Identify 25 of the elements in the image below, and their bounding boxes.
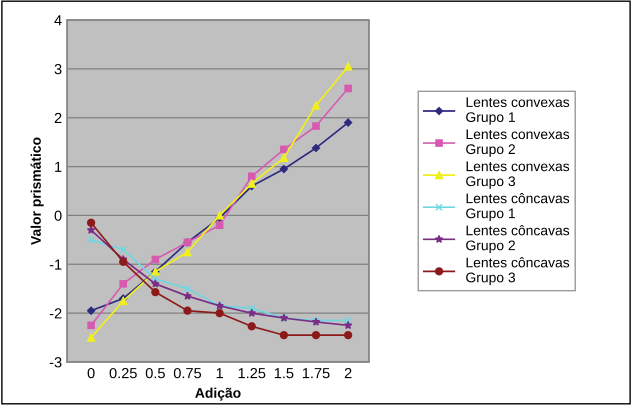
- legend-label: Lentes côncavas Grupo 1: [466, 193, 570, 221]
- legend-label: Lentes convexas Grupo 1: [466, 97, 570, 125]
- legend-label: Lentes côncavas Grupo 2: [466, 225, 570, 254]
- x-tick-label: 1.25: [238, 368, 266, 378]
- x-tick-label: 1: [216, 368, 223, 378]
- y-tick-label: -2: [50, 308, 62, 318]
- y-tick-label: 3: [54, 64, 62, 74]
- y-tick-label: 0: [54, 210, 62, 221]
- y-tick-label: -3: [50, 357, 62, 368]
- x-tick-label: 1.75: [302, 368, 330, 378]
- x-tick-label: 1.5: [274, 368, 294, 378]
- x-tick-label: 0.75: [174, 368, 202, 378]
- y-tick-label: -1: [50, 260, 62, 270]
- x-tick-label: 2: [344, 368, 352, 378]
- legend-label: Lentes convexas Grupo 3: [466, 162, 570, 189]
- legend-label: Lentes convexas Grupo 2: [466, 129, 570, 157]
- x-tick-label: 0.5: [146, 368, 165, 378]
- x-tick-label: 0: [88, 368, 95, 378]
- legend-label: Lentes côncavas Grupo 3: [466, 257, 570, 286]
- y-tick-label: 4: [54, 15, 62, 26]
- x-tick-label: 0.25: [110, 368, 137, 378]
- x-axis-title: Adição: [195, 388, 241, 401]
- y-tick-label: 2: [54, 112, 62, 123]
- y-tick-label: 1: [55, 162, 62, 172]
- y-axis-title: Valor prismático: [30, 138, 44, 245]
